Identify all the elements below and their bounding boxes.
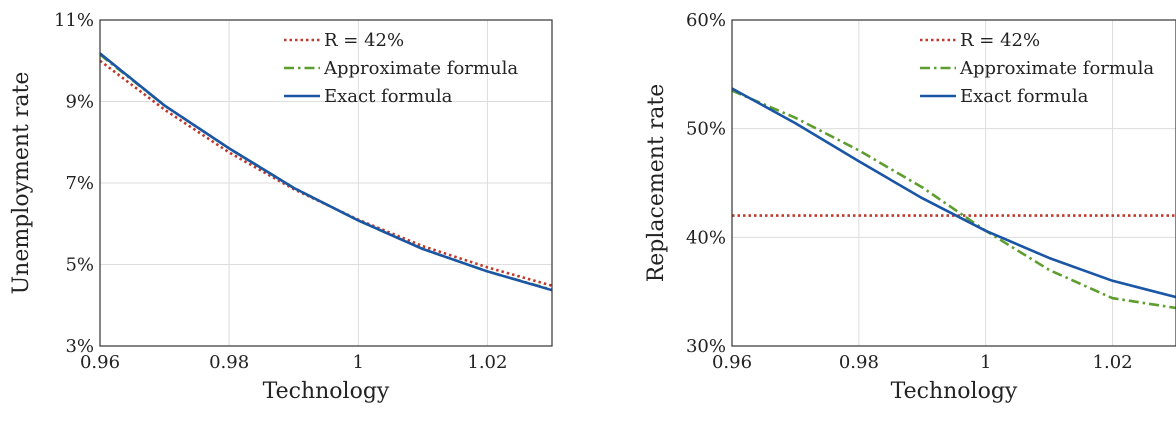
y-tick-label: 60% (686, 10, 726, 31)
x-tick-label: 1.02 (467, 352, 507, 373)
y-tick-label: 9% (65, 92, 94, 113)
legend-label: R = 42% (324, 30, 404, 51)
legend: R = 42% Approximate formula Exact formula (284, 30, 518, 107)
x-tick-label: 1.02 (1093, 352, 1133, 373)
legend-label: Approximate formula (323, 58, 518, 79)
x-tick-label: 1 (980, 352, 991, 373)
y-axis-label: Unemployment rate (9, 72, 34, 295)
chart-panel-2: 0.96 0.98 1 1.02 30% 40% 50% 60% Technology Repla… (644, 10, 1176, 404)
y-tick-label: 3% (65, 336, 94, 357)
plot-frame (99, 19, 553, 347)
legend-label: Exact formula (324, 86, 453, 107)
series-line-dashdot (732, 89, 1176, 310)
series-group (100, 52, 552, 292)
x-tick-label: 0.98 (209, 352, 249, 373)
series-line-dotted (100, 59, 552, 287)
x-tick-label: 0.98 (839, 352, 879, 373)
legend-label: R = 42% (960, 30, 1040, 51)
chart-panel-1: 0.96 0.98 1 1.02 3% 5% 7% 9% 11% Technology Unempl… (9, 10, 553, 404)
y-tick-label: 50% (686, 119, 726, 140)
plot-frame (731, 19, 1176, 347)
legend: R = 42% Approximate formula Exact formula (920, 30, 1154, 107)
y-tick-label: 5% (65, 255, 94, 276)
series-line-solid (732, 87, 1176, 299)
y-tick-label: 11% (54, 10, 94, 31)
y-tick-label: 30% (686, 336, 726, 357)
y-tick-label: 7% (65, 173, 94, 194)
legend-label: Approximate formula (959, 58, 1154, 79)
x-axis-label: Technology (891, 379, 1018, 404)
x-tick-label: 1 (353, 352, 364, 373)
y-axis-label: Replacement rate (644, 84, 669, 283)
series-line-solid (100, 52, 552, 292)
legend-label: Exact formula (960, 86, 1089, 107)
series-group (732, 87, 1176, 310)
x-tick-label: 0.96 (712, 352, 752, 373)
x-tick-label: 0.96 (80, 352, 120, 373)
y-tick-label: 40% (686, 227, 726, 248)
x-axis-label: Technology (263, 379, 390, 404)
